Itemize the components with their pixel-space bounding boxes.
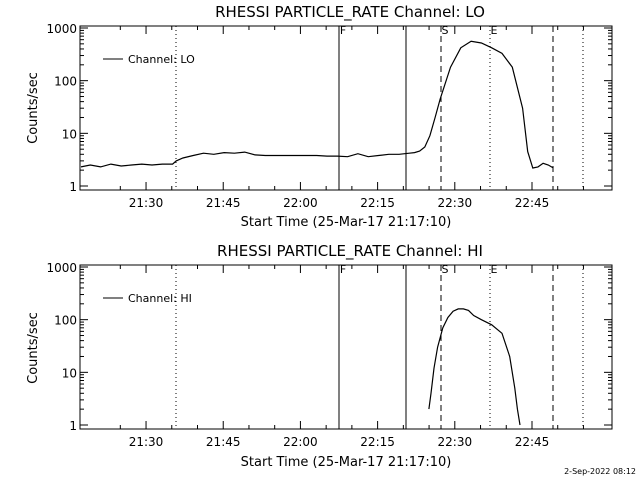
lo-marker-label: E [491,24,498,37]
date-stamp: 2-Sep-2022 08:12 [564,467,636,476]
hi-ytick-label: 1000 [46,261,77,275]
lo-marker-label: S [442,24,449,37]
hi-series-line [428,308,521,426]
hi-ytick-label: 10 [62,366,77,380]
lo-xtick-label: 22:15 [360,196,395,210]
hi-xtick-label: 21:45 [206,435,241,449]
hi-xtick-label: 21:30 [129,435,164,449]
hi-xtick-label: 22:15 [360,435,395,449]
lo-ytick-label: 10 [62,127,77,141]
hi-xtick-label: 22:45 [515,435,550,449]
lo-title: RHESSI PARTICLE_RATE Channel: LO [215,3,485,22]
lo-xtick-label: 21:30 [129,196,164,210]
hi-xtick-label: 22:00 [283,435,318,449]
hi-ylabel: Counts/sec [26,312,41,384]
hi-marker-label: F [340,263,346,276]
hi-xlabel: Start Time (25-Mar-17 21:17:10) [241,455,452,470]
lo-ytick-label: 1000 [46,22,77,36]
hi-ytick-label: 100 [54,314,77,328]
lo-ytick-label: 100 [54,75,77,89]
hi-marker-label: E [491,263,498,276]
lo-series-line [80,40,554,169]
lo-xtick-label: 21:45 [206,196,241,210]
lo-legend-label: Channel: LO [128,53,195,66]
hi-title: RHESSI PARTICLE_RATE Channel: HI [217,242,483,261]
lo-xtick-label: 22:30 [438,196,473,210]
lo-marker-label: F [340,24,346,37]
lo-xlabel: Start Time (25-Mar-17 21:17:10) [241,215,452,230]
lo-xtick-label: 22:45 [515,196,550,210]
hi-marker-label: S [442,263,449,276]
hi-ytick-label: 1 [69,419,77,433]
hi-legend-label: Channel: HI [128,292,192,305]
hi-xtick-label: 22:30 [438,435,473,449]
lo-xtick-label: 22:00 [283,196,318,210]
hi-plot-frame [79,264,613,430]
lo-panel: RHESSI PARTICLE_RATE Channel: LO Counts/… [26,3,613,230]
hi-panel: RHESSI PARTICLE_RATE Channel: HI Counts/… [26,242,613,470]
lo-ytick-label: 1 [69,180,77,194]
lo-ylabel: Counts/sec [26,72,41,144]
